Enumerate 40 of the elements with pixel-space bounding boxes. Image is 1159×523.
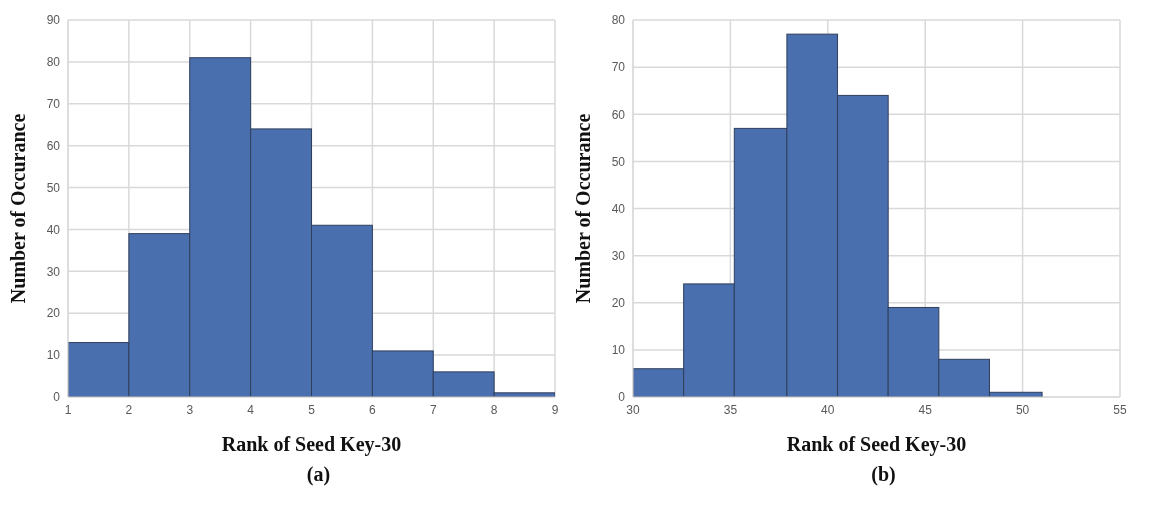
x-tick-label: 30 [626, 402, 640, 417]
x-tick-label: 8 [490, 402, 498, 417]
y-tick-label: 80 [46, 55, 61, 70]
y-tick-label: 60 [611, 107, 626, 122]
y-axis-title: Number of Occurance [572, 113, 595, 304]
y-tick-label: 50 [611, 154, 626, 169]
y-tick-label: 70 [611, 60, 626, 75]
text: (a) [305, 463, 332, 486]
y-axis-title: Number of Occurance [7, 113, 30, 304]
x-tick-label: 45 [918, 402, 933, 417]
y-tick-label: 10 [46, 348, 61, 363]
x-tick-label: 4 [247, 402, 255, 417]
x-tick-label: 35 [723, 402, 738, 417]
y-tick-label: 50 [46, 180, 61, 195]
x-tick-label: 6 [369, 402, 377, 417]
y-tick-label: 30 [46, 264, 61, 279]
x-tick-label: 55 [1113, 402, 1127, 417]
x-tick-label: 40 [821, 402, 835, 417]
x-tick-label: 3 [186, 402, 194, 417]
y-tick-label: 20 [46, 306, 61, 321]
y-tick-label: 90 [46, 13, 61, 28]
x-tick-label: 1 [64, 402, 72, 417]
text: (b) [870, 463, 897, 486]
x-tick-label: 5 [308, 402, 316, 417]
x-tick-label: 7 [429, 402, 437, 417]
x-tick-label: 2 [125, 402, 133, 417]
y-tick-label: 40 [611, 201, 626, 216]
y-tick-label: 20 [611, 296, 626, 311]
y-tick-label: 80 [611, 13, 626, 28]
y-tick-label: 0 [618, 390, 626, 405]
y-tick-label: 40 [46, 222, 61, 237]
x-axis-title: Rank of Seed Key-30 [786, 433, 967, 456]
x-tick-label: 50 [1015, 402, 1030, 417]
y-tick-label: 60 [46, 138, 61, 153]
x-tick-label: 9 [551, 402, 559, 417]
y-tick-label: 30 [611, 248, 626, 263]
x-axis-title: Rank of Seed Key-30 [221, 433, 402, 456]
y-tick-label: 70 [46, 97, 61, 112]
y-tick-label: 10 [611, 343, 626, 358]
y-tick-label: 0 [53, 390, 61, 405]
